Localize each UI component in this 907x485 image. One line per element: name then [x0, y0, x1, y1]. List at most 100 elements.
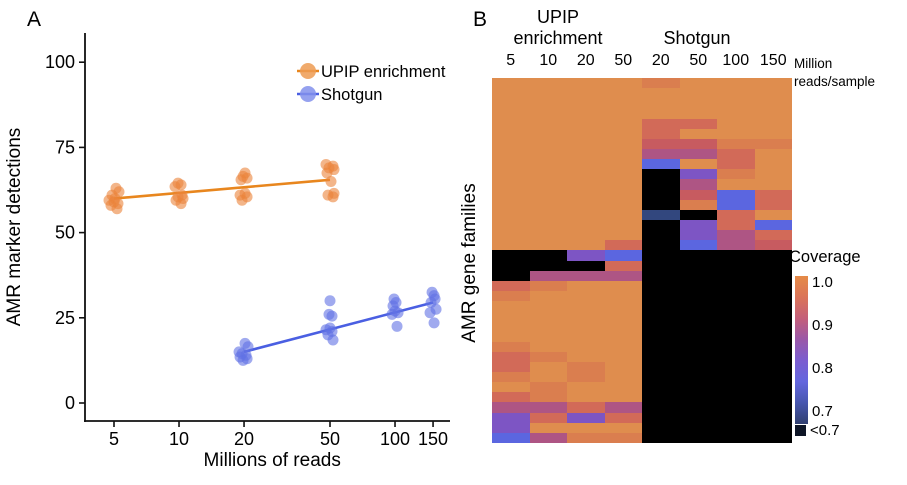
heatmap-cell — [567, 402, 605, 413]
heatmap-cell — [642, 159, 680, 170]
heatmap-col-label: 5 — [506, 52, 516, 69]
heatmap-cell — [642, 382, 680, 393]
heatmap-cell — [529, 392, 567, 403]
y-tick-label: 25 — [55, 308, 75, 328]
heatmap-cell — [717, 280, 755, 291]
heatmap-cell — [679, 270, 717, 281]
heatmap-cell — [642, 361, 680, 373]
heatmap-cell — [492, 230, 530, 241]
heatmap-cell — [492, 392, 530, 403]
heatmap-cell — [642, 290, 680, 302]
heatmap-cell — [492, 118, 530, 129]
heatmap-cell — [642, 169, 680, 180]
heatmap-cell — [492, 219, 530, 231]
heatmap-cell — [567, 280, 605, 291]
heatmap-cell — [567, 199, 605, 210]
heatmap-cell — [529, 240, 567, 251]
heatmap-cell — [529, 148, 567, 160]
y-axis-title: AMR marker detections — [4, 128, 25, 327]
heatmap-cell — [754, 118, 792, 129]
heatmap-cell — [604, 250, 642, 261]
colorbar-tick-label: 1.0 — [812, 274, 833, 291]
heatmap-cell — [679, 78, 717, 89]
units-label-line2: reads/sample — [794, 74, 876, 89]
heatmap-cell — [604, 179, 642, 190]
heatmap-cell — [492, 199, 530, 210]
heatmap-cell — [567, 179, 605, 190]
heatmap-cell — [492, 422, 530, 433]
heatmap-cell — [492, 361, 530, 373]
heatmap-cell — [754, 361, 792, 373]
scatter-point — [388, 293, 400, 305]
heatmap-cell — [754, 179, 792, 190]
upip-group-header-line1: UPIP — [536, 7, 580, 27]
heatmap-cell — [642, 260, 680, 271]
legend-label: Shotgun — [321, 86, 382, 104]
heatmap-cell — [604, 341, 642, 352]
heatmap-cell — [642, 230, 680, 241]
heatmap-cell — [604, 402, 642, 413]
colorbar-below-swatch — [795, 425, 806, 436]
heatmap-cell — [754, 290, 792, 302]
heatmap-cell — [492, 108, 530, 119]
heatmap-cell — [567, 341, 605, 352]
scatter-point — [426, 286, 438, 298]
heatmap-cell — [567, 250, 605, 261]
heatmap-cell — [529, 331, 567, 342]
heatmap-cell — [567, 361, 605, 373]
heatmap-cell — [492, 402, 530, 413]
heatmap-cell — [604, 148, 642, 160]
heatmap-cell — [754, 422, 792, 433]
heatmap-cell — [679, 88, 717, 99]
heatmap-cell — [642, 402, 680, 413]
heatmap-cell — [642, 240, 680, 251]
heatmap-cell — [529, 341, 567, 352]
heatmap-cell — [717, 321, 755, 332]
heatmap-cell — [754, 128, 792, 139]
heatmap-cell — [679, 301, 717, 312]
heatmap-cell — [567, 159, 605, 170]
heatmap-cell — [754, 230, 792, 241]
heatmap-cell — [679, 138, 717, 149]
heatmap-cell — [754, 199, 792, 210]
heatmap-cell — [642, 88, 680, 99]
heatmap-cell — [642, 301, 680, 312]
scatter-point — [176, 189, 188, 201]
heatmap-cell — [679, 118, 717, 129]
heatmap-cell — [717, 301, 755, 312]
heatmap-cell — [567, 88, 605, 99]
heatmap-cell — [567, 128, 605, 139]
heatmap-cell — [717, 270, 755, 281]
heatmap-cell — [529, 199, 567, 210]
heatmap-cell — [529, 128, 567, 139]
heatmap-cell — [642, 321, 680, 332]
heatmap-cell — [717, 159, 755, 170]
heatmap-cell — [529, 179, 567, 190]
heatmap-cell — [679, 209, 717, 220]
heatmap-cell — [529, 250, 567, 261]
heatmap-cell — [604, 98, 642, 109]
legend-label: UPIP enrichment — [321, 63, 446, 81]
heatmap-cell — [529, 209, 567, 220]
heatmap-cell — [604, 219, 642, 231]
heatmap-cell — [717, 341, 755, 352]
heatmap-cell — [717, 88, 755, 99]
heatmap-cell — [604, 169, 642, 180]
scatter-point — [320, 158, 332, 170]
heatmap-cell — [604, 128, 642, 139]
heatmap-cell — [604, 108, 642, 119]
heatmap-cell — [529, 290, 567, 302]
heatmap-cell — [492, 159, 530, 170]
heatmap-cell — [717, 250, 755, 261]
heatmap-cell — [717, 230, 755, 241]
heatmap-cell — [642, 78, 680, 89]
scatter-point — [110, 182, 122, 194]
heatmap-cell — [642, 138, 680, 149]
heatmap-cell — [642, 209, 680, 220]
heatmap-cell — [492, 412, 530, 423]
heatmap-col-label: 20 — [576, 52, 595, 69]
heatmap-cell — [567, 331, 605, 342]
heatmap-cell — [567, 230, 605, 241]
heatmap-cell — [679, 179, 717, 190]
heatmap-cell — [642, 179, 680, 190]
